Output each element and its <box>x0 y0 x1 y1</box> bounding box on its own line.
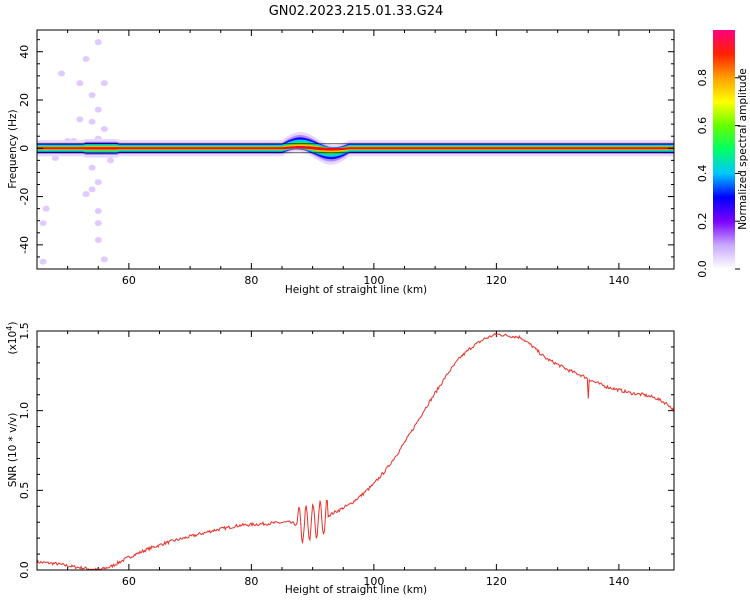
spectrogram-noise-blob <box>94 208 102 215</box>
spectrogram-noise-blob <box>107 157 114 164</box>
snr-y-label: SNR (10 * v/v) <box>7 413 19 488</box>
spectrogram-x-tick-label: 120 <box>486 274 507 287</box>
spectrogram-noise-blob <box>88 118 96 125</box>
colorbar-label: Normalized spectral amplitude <box>737 68 749 229</box>
spectrogram-marks <box>37 39 674 265</box>
spectrogram-x-tick-label: 60 <box>122 274 136 287</box>
snr-y-tick-label: 0.0 <box>18 561 31 579</box>
chart-title: GN02.2023.215.01.33.G24 <box>269 4 444 19</box>
spectrogram-noise-blob <box>76 116 84 123</box>
spectrogram-noise-blob <box>82 191 90 198</box>
spectrogram-noise-blob <box>88 186 96 193</box>
colorbar-gradient <box>713 30 735 269</box>
spectrogram-y-label: Frequency (Hz) <box>7 109 19 188</box>
spectrogram-y-tick-label: 0 <box>18 145 31 152</box>
snr-series-line <box>36 332 675 571</box>
spectrogram-noise-blob <box>94 39 102 46</box>
snr-frame <box>36 330 675 571</box>
spectrogram-noise-blob <box>88 92 96 99</box>
spectrogram-noise-blob <box>100 125 108 132</box>
snr-x-tick-label: 60 <box>122 575 136 588</box>
snr-ticks: 60 80 100 120 140 0.0 0.5 1.0 1.5 <box>18 322 674 588</box>
colorbar-tick-label: 0.2 <box>696 212 709 230</box>
spectrogram-noise-blob <box>51 154 59 161</box>
spectrogram-x-tick-label: 100 <box>363 274 384 287</box>
snr-y-tick-label: 1.5 <box>18 322 31 340</box>
spectrogram-noise-blob <box>82 55 90 62</box>
spectrogram-x-tick-label: 80 <box>244 274 258 287</box>
spectrogram-noise-blob <box>42 205 50 212</box>
spectrogram-frame <box>36 29 675 270</box>
spectrogram-y-tick-label: 40 <box>18 45 31 59</box>
spectrogram-noise-blob <box>88 164 96 171</box>
spectrogram-noise-blob <box>58 70 65 77</box>
spectrogram-x-tick-label: 140 <box>608 274 629 287</box>
spectrogram-y-tick-label: -20 <box>18 188 31 206</box>
snr-scale-label: (x104) <box>5 322 19 355</box>
spectrogram-y-tick-label: 20 <box>18 93 31 107</box>
colorbar-tick-label: 0.8 <box>696 69 709 87</box>
snr-x-tick-label: 120 <box>486 575 507 588</box>
spectrogram-noise-blob <box>94 179 102 186</box>
spectrogram-noise-blob <box>76 80 84 87</box>
spectrogram-x-label: Height of straight line (km) <box>285 284 427 296</box>
spectrogram-y-tick-label: -40 <box>18 236 31 254</box>
colorbar-tick-label: 0.4 <box>696 165 709 183</box>
snr-scale-base: (x10 <box>7 331 19 355</box>
spectrogram-noise-blob <box>100 80 108 87</box>
spectrogram-noise-blob <box>39 258 47 265</box>
spectrogram-noise-blob <box>39 220 47 227</box>
snr-x-tick-label: 140 <box>608 575 629 588</box>
spectrogram-band-core <box>37 146 674 151</box>
colorbar: 0.0 0.2 0.4 0.6 0.8 Normalized spectral ampl… <box>696 30 749 278</box>
snr-scale-exponent: 4 <box>5 326 14 331</box>
spectrogram-noise-blob <box>94 106 102 113</box>
snr-x-tick-label: 80 <box>244 575 258 588</box>
snr-y-tick-label: 0.5 <box>18 482 31 500</box>
snr-x-label: Height of straight line (km) <box>285 584 427 596</box>
colorbar-ticks: 0.0 0.2 0.4 0.6 0.8 <box>696 69 740 278</box>
spectrogram-noise-blob <box>94 220 102 227</box>
spectrogram-noise-blob <box>94 237 102 244</box>
snr-x-tick-label: 100 <box>363 575 384 588</box>
colorbar-tick-label: 0.0 <box>696 260 709 278</box>
snr-y-tick-label: 1.0 <box>18 402 31 420</box>
spectrogram-panel: 60 80 100 120 140 -40 -20 0 20 40 Height of strai… <box>7 29 675 296</box>
colorbar-tick-label: 0.6 <box>696 117 709 135</box>
snr-panel: 60 80 100 120 140 0.0 0.5 1.0 1.5 Height of stra… <box>5 322 675 596</box>
spectrogram-noise-blob <box>100 256 108 263</box>
